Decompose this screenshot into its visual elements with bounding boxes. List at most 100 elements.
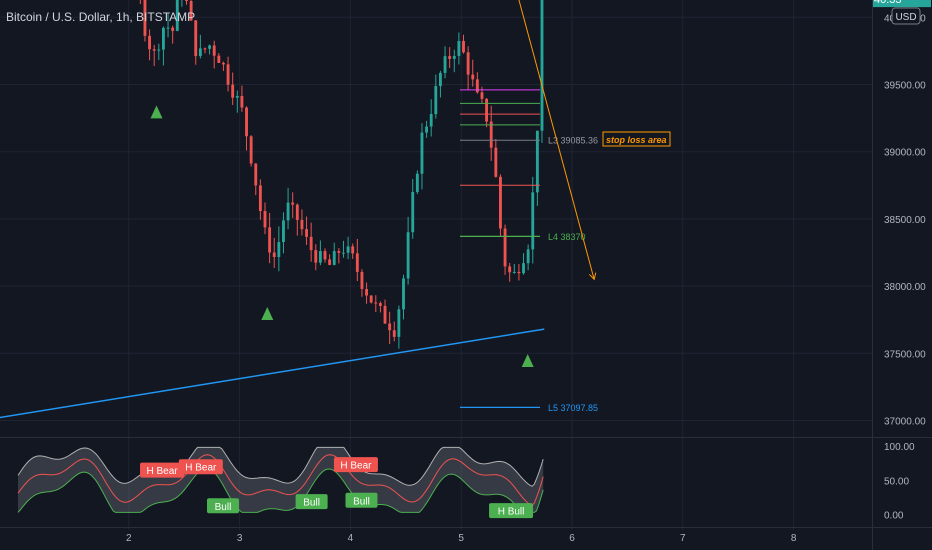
bull-divergence-label[interactable]: Bull [206,498,239,514]
candle[interactable] [286,187,290,230]
candle[interactable] [383,299,387,325]
bear-divergence-label[interactable]: H Bear [140,462,185,478]
candle[interactable] [351,243,355,259]
candle-body[interactable] [540,0,544,131]
candle-body[interactable] [489,121,493,148]
candle[interactable] [235,90,239,113]
candle-body[interactable] [402,278,405,310]
candle-body[interactable] [462,40,465,53]
candle-body[interactable] [217,55,221,63]
candle[interactable] [342,240,345,258]
trendline[interactable] [0,328,545,427]
candle-body[interactable] [503,228,507,267]
buy-signal-triangle[interactable] [521,354,534,368]
candle-body[interactable] [531,192,535,250]
candle[interactable] [466,46,470,90]
overlays[interactable]: H5 42384.39H4 41112.24H3 40426.68L4 3837… [0,0,872,427]
candle-body[interactable] [360,271,364,289]
candle-body[interactable] [383,305,387,324]
candle-body[interactable] [161,27,165,50]
candle[interactable] [411,179,415,239]
candle-body[interactable] [332,251,336,265]
candle-body[interactable] [346,246,350,253]
candle-body[interactable] [203,48,207,50]
candle-body[interactable] [369,295,373,303]
candle-body[interactable] [392,330,396,337]
candle-body[interactable] [378,303,382,306]
candle[interactable] [420,123,424,190]
candle-body[interactable] [249,136,253,164]
candle[interactable] [392,321,396,342]
candle[interactable] [185,0,188,5]
candle-body[interactable] [143,0,147,36]
candle-body[interactable] [245,107,248,137]
candle[interactable] [457,32,461,65]
candle-body[interactable] [485,98,489,122]
candle[interactable] [314,244,318,271]
candle-body[interactable] [411,191,415,233]
candles[interactable] [19,0,544,349]
candle[interactable] [231,72,235,105]
candle-body[interactable] [443,56,447,73]
candle-body[interactable] [351,246,355,254]
candle[interactable] [245,106,248,151]
candle[interactable] [226,56,230,92]
candle-body[interactable] [148,35,152,50]
candle-body[interactable] [272,252,276,258]
bull-divergence-label[interactable]: Bull [295,494,328,510]
candle-body[interactable] [152,49,156,51]
candle-body[interactable] [471,74,475,80]
candle[interactable] [222,61,225,71]
bear-divergence-label[interactable]: H Bear [333,457,378,473]
candle[interactable] [535,130,539,206]
candle-body[interactable] [194,20,198,57]
candle[interactable] [471,59,475,87]
candle[interactable] [268,212,272,264]
candle-body[interactable] [166,27,170,29]
candle[interactable] [526,244,530,271]
candle[interactable] [166,13,170,38]
candle-body[interactable] [171,27,175,31]
candle[interactable] [540,0,544,143]
candle[interactable] [462,34,465,54]
candle-body[interactable] [268,227,272,253]
candle-body[interactable] [263,211,267,228]
candle-body[interactable] [480,92,484,99]
candle-body[interactable] [277,242,281,258]
candle[interactable] [429,99,433,137]
candle-body[interactable] [235,95,239,98]
candle-body[interactable] [494,147,498,177]
candle-body[interactable] [425,126,429,133]
candle[interactable] [531,176,535,264]
candle[interactable] [309,222,313,262]
candle[interactable] [360,269,364,297]
bull-divergence-label[interactable]: H Bull [489,503,534,519]
candle-body[interactable] [185,0,188,2]
candle[interactable] [318,240,322,266]
candle[interactable] [332,242,336,266]
candle[interactable] [291,192,295,218]
candle-body[interactable] [212,45,216,56]
candle[interactable] [217,53,221,63]
candle-body[interactable] [286,202,290,221]
candle[interactable] [374,295,378,313]
candle[interactable] [388,311,392,344]
candle[interactable] [263,202,267,235]
candle[interactable] [323,248,327,263]
candle-body[interactable] [342,252,345,254]
candle-body[interactable] [300,219,304,230]
candle[interactable] [337,248,341,264]
candle[interactable] [355,238,359,282]
candle-body[interactable] [282,220,285,243]
candle-body[interactable] [231,84,235,98]
candle[interactable] [346,236,350,260]
candle-body[interactable] [355,253,359,272]
bull-divergence-label[interactable]: Bull [345,492,378,508]
candle-body[interactable] [429,114,433,127]
candle-body[interactable] [198,48,202,57]
candle[interactable] [194,20,198,65]
candle[interactable] [208,44,212,55]
candle[interactable] [378,301,382,313]
candle[interactable] [300,209,304,236]
